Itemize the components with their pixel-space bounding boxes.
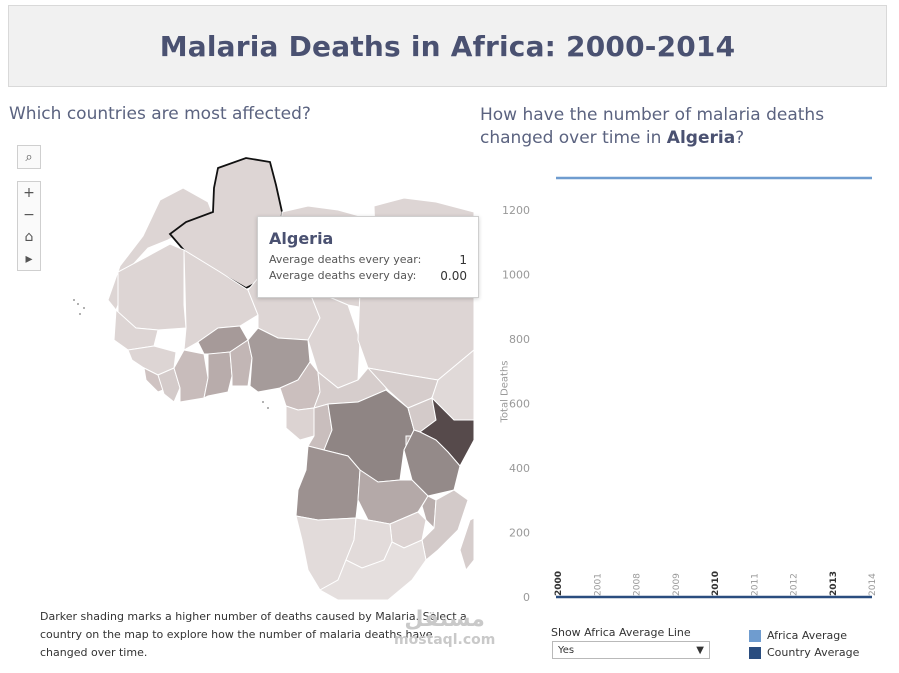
chevron-down-icon: ▼ [696,644,704,656]
search-icon: ⌕ [25,149,33,165]
legend-swatch [749,629,761,642]
selected-country-label: Algeria [666,128,736,148]
y-tick-label: 800 [509,333,530,346]
filter-label: Show Africa Average Line [551,626,691,639]
tooltip-label-yearly: Average deaths every year: [269,253,422,266]
dashboard-title: Malaria Deaths in Africa: 2000-2014 [159,29,736,63]
x-tick-label: 2013 [829,571,839,596]
y-tick-label: 200 [509,527,530,540]
y-tick-label: 1000 [502,269,530,282]
tooltip-value-daily: 0.00 [440,269,467,283]
x-tick-label: 2012 [790,573,800,596]
tooltip-country: Algeria [269,229,334,248]
map-country-liberia [157,367,181,403]
map-country-mozambique [421,489,469,561]
zoom-in-button[interactable]: + [23,185,35,201]
watermark: مستقل mostaql.com [394,607,496,649]
legend-item[interactable]: Country Average [749,644,859,661]
legend-item[interactable]: Africa Average [749,627,859,644]
map-country-madagascar [459,517,474,572]
y-tick-label: 0 [523,591,530,604]
question-left: Which countries are most affected? [9,104,311,124]
question-right-suffix: ? [735,128,745,148]
y-tick-label: 600 [509,398,530,411]
watermark-arabic: مستقل [404,607,485,632]
y-tick-label: 400 [509,462,530,475]
map-caption: Darker shading marks a higher number of … [40,610,467,659]
x-tick-label: 2008 [633,573,643,596]
tooltip-value-yearly: 1 [459,253,467,267]
tooltip-row-yearly: Average deaths every year: 1 [269,252,467,268]
africa-map[interactable] [8,140,474,600]
question-right-prefix: How have the number of malaria deaths ch… [480,105,825,148]
y-tick-label: 1200 [502,204,530,217]
legend-label: Country Average [767,646,860,659]
map-country-malawi [421,495,437,530]
x-tick-label: 2014 [868,573,878,596]
tooltip-label-daily: Average deaths every day: [269,269,417,282]
legend-swatch [749,646,761,659]
legend-label: Africa Average [767,629,848,642]
chart-legend: Africa Average Country Average [749,627,859,661]
x-tick-label: 2009 [672,573,682,596]
map-country-ghana [203,351,233,399]
map-search-button[interactable]: ⌕ [17,145,41,169]
x-tick-label: 2010 [711,571,721,596]
watermark-url: mostaql.com [394,632,496,648]
map-toolbar: + − ⌂ ▸ [17,181,41,271]
title-bar: Malaria Deaths in Africa: 2000-2014 [8,5,887,87]
map-country-south-africa [318,539,427,600]
x-tick-label: 2000 [554,571,564,596]
map-country-gabon [285,405,315,441]
x-tick-label: 2011 [750,573,760,596]
zoom-out-button[interactable]: − [23,207,35,223]
map-country-tanzania [403,429,461,497]
y-axis-label: Total Deaths [499,360,511,423]
dropdown-value: Yes [558,644,575,656]
deaths-line-chart[interactable]: 0 200 400 600 800 1000 1200 2000 2001 2008 2009 201… [480,150,895,610]
question-right: How have the number of malaria deaths ch… [480,104,885,150]
pan-button[interactable]: ▸ [25,251,33,267]
average-line-dropdown[interactable]: Yes ▼ [552,641,710,659]
tooltip-row-daily: Average deaths every day: 0.00 [269,268,467,284]
map-tooltip: Algeria Average deaths every year: 1 Ave… [257,216,479,298]
home-button[interactable]: ⌂ [24,229,34,245]
x-tick-label: 2001 [593,573,603,596]
map-country-ivory-coast [173,349,209,403]
